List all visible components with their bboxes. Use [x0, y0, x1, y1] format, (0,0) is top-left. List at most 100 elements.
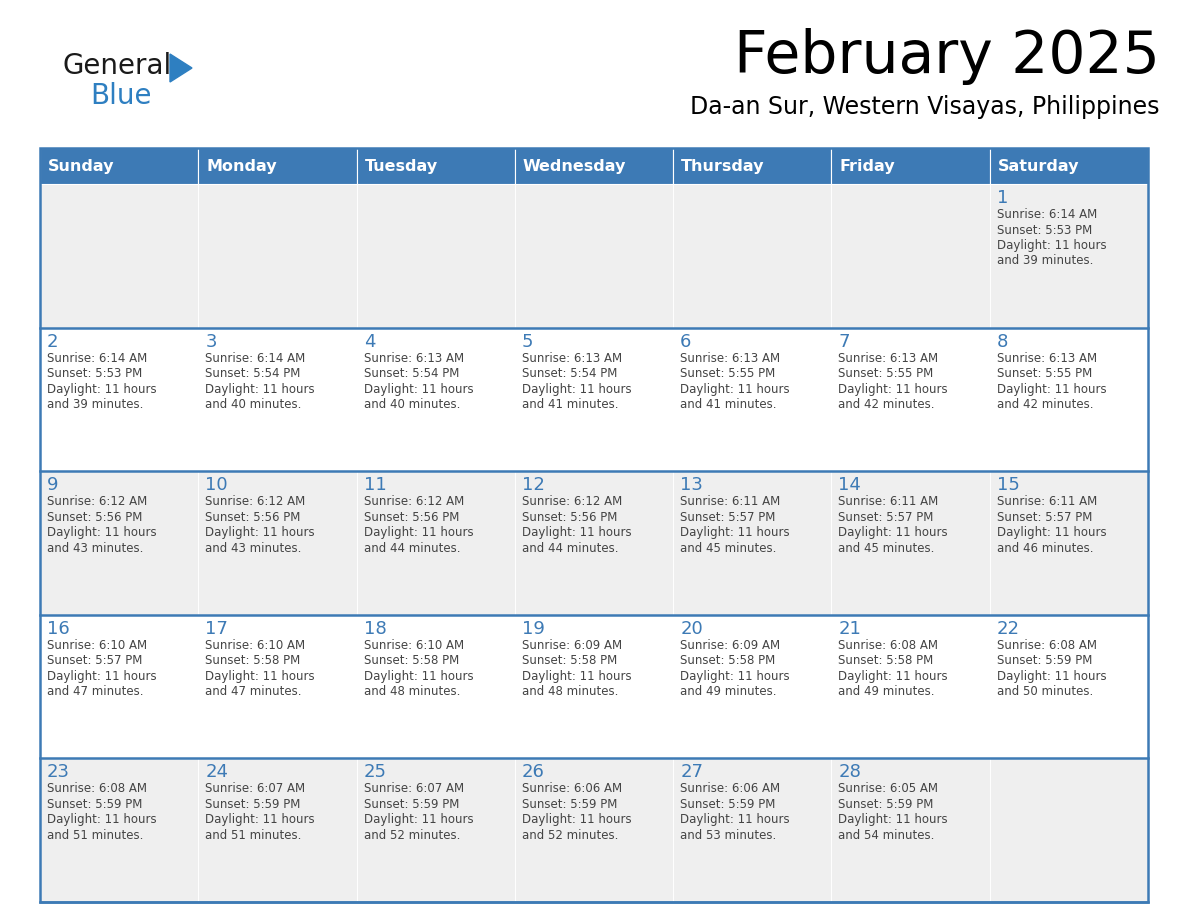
Bar [514, 328, 674, 471]
Text: Daylight: 11 hours: Daylight: 11 hours [681, 813, 790, 826]
Bar [990, 148, 1148, 184]
Text: Sunrise: 6:13 AM: Sunrise: 6:13 AM [522, 352, 623, 364]
Bar [990, 328, 1148, 471]
Text: Sunset: 5:58 PM: Sunset: 5:58 PM [206, 655, 301, 667]
Text: Sunset: 5:59 PM: Sunset: 5:59 PM [839, 798, 934, 811]
Text: Sunset: 5:57 PM: Sunset: 5:57 PM [681, 510, 776, 523]
Text: Daylight: 11 hours: Daylight: 11 hours [839, 383, 948, 396]
Text: Daylight: 11 hours: Daylight: 11 hours [522, 670, 632, 683]
Bar [356, 184, 514, 328]
Text: Sunset: 5:55 PM: Sunset: 5:55 PM [839, 367, 934, 380]
Text: and 50 minutes.: and 50 minutes. [997, 686, 1093, 699]
Text: Sunset: 5:57 PM: Sunset: 5:57 PM [997, 510, 1092, 523]
Text: Sunrise: 6:12 AM: Sunrise: 6:12 AM [48, 495, 147, 509]
Text: Sunrise: 6:13 AM: Sunrise: 6:13 AM [681, 352, 781, 364]
Text: Daylight: 11 hours: Daylight: 11 hours [364, 670, 473, 683]
Text: Sunrise: 6:09 AM: Sunrise: 6:09 AM [522, 639, 623, 652]
Bar [832, 615, 990, 758]
Text: 22: 22 [997, 620, 1019, 638]
Text: Sunset: 5:56 PM: Sunset: 5:56 PM [522, 510, 618, 523]
Text: Daylight: 11 hours: Daylight: 11 hours [364, 813, 473, 826]
Bar [674, 184, 832, 328]
Text: Daylight: 11 hours: Daylight: 11 hours [997, 383, 1106, 396]
Text: Daylight: 11 hours: Daylight: 11 hours [522, 383, 632, 396]
Text: Daylight: 11 hours: Daylight: 11 hours [681, 526, 790, 539]
Text: February 2025: February 2025 [734, 28, 1159, 85]
Text: Sunset: 5:54 PM: Sunset: 5:54 PM [522, 367, 618, 380]
Text: Daylight: 11 hours: Daylight: 11 hours [48, 670, 157, 683]
Text: Daylight: 11 hours: Daylight: 11 hours [522, 813, 632, 826]
Text: Sunset: 5:59 PM: Sunset: 5:59 PM [681, 798, 776, 811]
Text: 28: 28 [839, 764, 861, 781]
Text: Daylight: 11 hours: Daylight: 11 hours [364, 526, 473, 539]
Text: Daylight: 11 hours: Daylight: 11 hours [522, 526, 632, 539]
Text: Sunrise: 6:12 AM: Sunrise: 6:12 AM [522, 495, 623, 509]
Text: and 45 minutes.: and 45 minutes. [839, 542, 935, 554]
Text: Friday: Friday [840, 159, 895, 174]
Text: Sunrise: 6:10 AM: Sunrise: 6:10 AM [206, 639, 305, 652]
Bar [514, 184, 674, 328]
Text: Monday: Monday [207, 159, 277, 174]
Bar [674, 148, 832, 184]
Bar [198, 471, 356, 615]
Text: 14: 14 [839, 476, 861, 494]
Text: Sunrise: 6:10 AM: Sunrise: 6:10 AM [364, 639, 463, 652]
Text: Daylight: 11 hours: Daylight: 11 hours [997, 670, 1106, 683]
Text: Daylight: 11 hours: Daylight: 11 hours [839, 526, 948, 539]
Text: Daylight: 11 hours: Daylight: 11 hours [997, 239, 1106, 252]
Text: 7: 7 [839, 332, 849, 351]
Text: Sunset: 5:57 PM: Sunset: 5:57 PM [48, 655, 143, 667]
Text: 6: 6 [681, 332, 691, 351]
Bar [674, 615, 832, 758]
Bar [40, 328, 198, 471]
Text: and 41 minutes.: and 41 minutes. [681, 398, 777, 411]
Text: Sunday: Sunday [48, 159, 114, 174]
Text: 11: 11 [364, 476, 386, 494]
Bar [40, 148, 198, 184]
Bar [514, 615, 674, 758]
Text: Thursday: Thursday [681, 159, 765, 174]
Bar [40, 471, 198, 615]
Bar [674, 328, 832, 471]
Bar [990, 184, 1148, 328]
Bar [198, 148, 356, 184]
Bar [198, 758, 356, 902]
Text: Daylight: 11 hours: Daylight: 11 hours [206, 670, 315, 683]
Text: Sunrise: 6:08 AM: Sunrise: 6:08 AM [839, 639, 939, 652]
Text: Sunset: 5:58 PM: Sunset: 5:58 PM [522, 655, 617, 667]
Text: Daylight: 11 hours: Daylight: 11 hours [48, 383, 157, 396]
Text: Sunset: 5:55 PM: Sunset: 5:55 PM [997, 367, 1092, 380]
Text: and 42 minutes.: and 42 minutes. [997, 398, 1093, 411]
Bar [356, 758, 514, 902]
Text: Sunset: 5:59 PM: Sunset: 5:59 PM [48, 798, 143, 811]
Text: Sunrise: 6:13 AM: Sunrise: 6:13 AM [364, 352, 463, 364]
Text: Daylight: 11 hours: Daylight: 11 hours [48, 813, 157, 826]
Text: 5: 5 [522, 332, 533, 351]
Text: 18: 18 [364, 620, 386, 638]
Bar [990, 758, 1148, 902]
Text: Sunrise: 6:14 AM: Sunrise: 6:14 AM [48, 352, 147, 364]
Bar [674, 758, 832, 902]
Text: Sunrise: 6:08 AM: Sunrise: 6:08 AM [997, 639, 1097, 652]
Text: 20: 20 [681, 620, 703, 638]
Text: Sunrise: 6:14 AM: Sunrise: 6:14 AM [997, 208, 1097, 221]
Text: and 43 minutes.: and 43 minutes. [48, 542, 144, 554]
Text: Daylight: 11 hours: Daylight: 11 hours [48, 526, 157, 539]
Text: Daylight: 11 hours: Daylight: 11 hours [206, 813, 315, 826]
Text: 9: 9 [48, 476, 58, 494]
Text: Sunrise: 6:11 AM: Sunrise: 6:11 AM [839, 495, 939, 509]
Text: and 40 minutes.: and 40 minutes. [206, 398, 302, 411]
Text: Sunset: 5:58 PM: Sunset: 5:58 PM [839, 655, 934, 667]
Text: 26: 26 [522, 764, 545, 781]
Bar [990, 471, 1148, 615]
Text: Daylight: 11 hours: Daylight: 11 hours [997, 526, 1106, 539]
Bar [832, 148, 990, 184]
Bar [514, 148, 674, 184]
Text: Sunset: 5:59 PM: Sunset: 5:59 PM [522, 798, 618, 811]
Bar [356, 471, 514, 615]
Text: and 52 minutes.: and 52 minutes. [364, 829, 460, 842]
Text: Saturday: Saturday [998, 159, 1079, 174]
Text: and 42 minutes.: and 42 minutes. [839, 398, 935, 411]
Text: Sunset: 5:59 PM: Sunset: 5:59 PM [364, 798, 459, 811]
Text: 25: 25 [364, 764, 386, 781]
